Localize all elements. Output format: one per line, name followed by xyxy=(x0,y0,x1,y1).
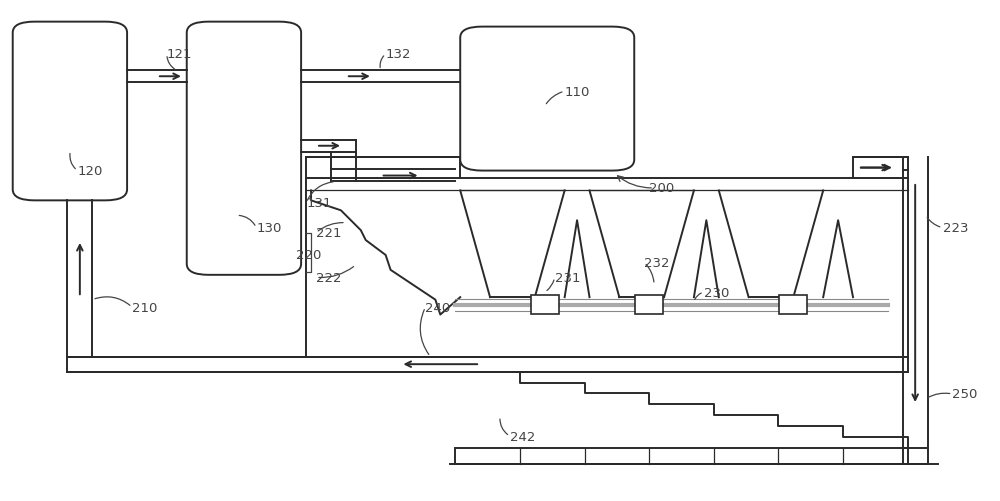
Bar xyxy=(455,448,908,464)
Bar xyxy=(779,296,807,315)
Text: 220: 220 xyxy=(296,249,322,262)
Text: 121: 121 xyxy=(167,48,192,61)
Text: 110: 110 xyxy=(565,86,590,98)
Bar xyxy=(853,158,908,179)
Text: 250: 250 xyxy=(952,388,978,401)
Text: 222: 222 xyxy=(316,271,342,284)
Text: 120: 120 xyxy=(77,165,103,178)
Text: 240: 240 xyxy=(425,301,451,314)
Text: 132: 132 xyxy=(386,48,411,61)
Text: 200: 200 xyxy=(649,182,674,195)
Bar xyxy=(635,296,663,315)
Text: 231: 231 xyxy=(555,271,580,284)
Text: 210: 210 xyxy=(132,301,157,314)
Bar xyxy=(531,296,559,315)
Text: 131: 131 xyxy=(306,197,332,210)
Text: 223: 223 xyxy=(943,222,968,234)
Text: 130: 130 xyxy=(256,222,282,234)
Bar xyxy=(67,357,908,372)
Bar xyxy=(306,179,908,357)
Bar xyxy=(306,158,460,179)
FancyBboxPatch shape xyxy=(187,23,301,275)
FancyBboxPatch shape xyxy=(460,28,634,171)
FancyBboxPatch shape xyxy=(13,23,127,201)
Text: 232: 232 xyxy=(644,257,670,270)
Text: 242: 242 xyxy=(510,430,535,443)
Text: 221: 221 xyxy=(316,226,342,239)
Text: 230: 230 xyxy=(704,286,729,299)
